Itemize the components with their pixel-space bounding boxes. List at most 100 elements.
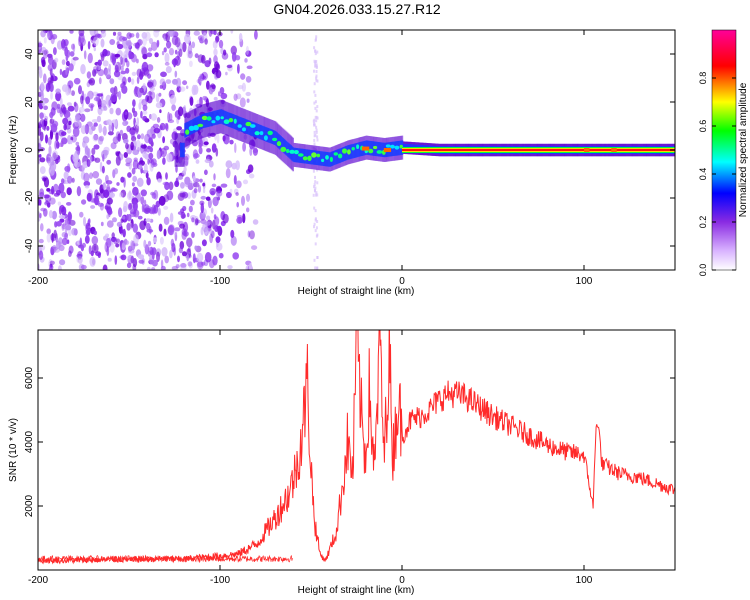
heatmap-ridge-band [180,142,182,158]
heatmap-noise-cell [62,117,69,125]
heatmap-ridge-halo [177,133,180,167]
heatmap-noise-cell [57,265,62,270]
heatmap-ridge-band [248,120,251,135]
heatmap-ridge-band [323,151,325,166]
heatmap-noise-cell [122,54,129,59]
heatmap-noise-cell [145,218,152,223]
heatmap-noise-cell [97,59,103,66]
heatmap-noise-cell [132,264,137,270]
heatmap-ridge-band [382,142,384,157]
heatmap-noise-cell [116,221,123,228]
heatmap-noise-cell [133,139,137,150]
heatmap-noise-cell [106,159,112,165]
heatmap-x-tick-label: 0 [399,276,405,287]
heatmap-noise-cell [128,161,132,170]
heatmap-noise-cell [233,188,239,195]
heatmap-noise-cell [193,153,200,159]
heatmap-noise-cell [165,66,172,74]
colorbar: 0.0 0.2 0.4 0.6 0.8 Normalized spectral ampl… [698,29,749,276]
heatmap-noise-cell [156,149,161,160]
heatmap-noise-cell [153,30,161,33]
heatmap-noise-cell [187,178,190,183]
heatmap-noise-cell [316,79,319,83]
heatmap-noise-cell [127,76,132,83]
heatmap-noise-cell [131,167,136,175]
heatmap-noise-cell [229,188,233,194]
heatmap-noise-cell [314,49,317,53]
heatmap-ridge-band [236,115,239,131]
heatmap-ridge-halo [176,133,179,167]
heatmap-noise-cell [169,94,177,105]
heatmap-noise-cell [246,193,250,202]
heatmap-noise-cell [154,52,159,58]
heatmap-noise-cell [53,229,57,239]
heatmap-noise-cell [51,232,54,243]
heatmap-noise-cell [128,50,133,60]
heatmap-noise-cell [137,39,143,46]
heatmap-noise-cell [182,251,187,257]
heatmap-noise-cell [175,264,180,269]
heatmap-noise-cell [100,221,104,227]
heatmap-noise-cell [180,262,187,270]
heatmap-noise-cell [73,77,81,85]
heatmap-y-tick-label: 0 [24,147,35,153]
heatmap-ridge-band [237,116,240,131]
colorbar-ticks: 0.0 0.2 0.4 0.6 0.8 [698,72,736,276]
heatmap-ridge-blob [215,115,221,121]
heatmap-noise-cell [218,252,224,259]
heatmap-noise-cell [179,223,186,229]
heatmap-noise-cell [216,133,220,144]
heatmap-noise-cell [115,243,120,248]
heatmap-ridge-band [202,113,205,129]
heatmap-noise-cell [132,149,139,156]
heatmap-noise-cell [225,160,233,169]
heatmap-noise-cell [129,129,136,135]
heatmap-noise-cell [41,99,46,107]
heatmap-ridge-band [219,109,221,124]
heatmap-noise-cell [106,197,113,205]
heatmap-noise-cell [140,144,147,149]
heatmap-noise-cell [111,122,115,132]
snr-x-tick-label: -200 [28,575,48,586]
heatmap-noise-cell [109,78,115,85]
heatmap-noise-cell [131,71,137,76]
heatmap-ridge-band [211,111,214,126]
heatmap-noise-cell [188,261,193,269]
heatmap-noise-cell [191,231,195,238]
heatmap-ridge-hotspot [361,146,370,151]
heatmap-noise-cell [225,71,228,76]
heatmap-noise-cell [314,229,317,233]
heatmap-noise-cell [155,102,163,109]
heatmap-noise-cell [315,128,318,132]
heatmap-noise-cell [65,60,70,67]
heatmap-noise-cell [38,67,43,74]
heatmap-ridge-band [205,113,207,128]
heatmap-noise-cell [145,172,149,179]
heatmap-noise-cell [91,119,99,123]
heatmap-noise-cell [60,191,66,199]
heatmap-noise-cell [206,148,212,153]
heatmap-ridge-band [269,128,272,144]
heatmap-noise-cell [157,178,162,183]
heatmap-noise-cell [200,195,207,200]
heatmap-noise-cell [83,50,87,60]
heatmap-ridge-band [255,123,257,138]
heatmap-noise-cell [141,110,148,115]
heatmap-noise-cell [114,53,121,58]
heatmap-noise-cell [229,139,234,145]
heatmap-noise-cell [314,93,317,97]
heatmap-y-tick-label: -40 [24,238,35,253]
heatmap-noise-cell [133,110,138,118]
heatmap-noise-cell [84,145,89,155]
heatmap-noise-cell [193,30,200,36]
heatmap-ridge-blob [390,144,395,149]
heatmap-noise-cell [313,90,316,94]
heatmap-noise-cell [47,136,52,146]
heatmap-noise-cell [235,55,241,61]
heatmap-noise-cell [151,133,156,139]
heatmap-ridge-blob [286,149,290,153]
heatmap-noise-cell [195,159,200,164]
heatmap-noise-cell [313,188,316,192]
heatmap-noise-cell [186,253,189,262]
heatmap-noise-cell [163,216,170,225]
